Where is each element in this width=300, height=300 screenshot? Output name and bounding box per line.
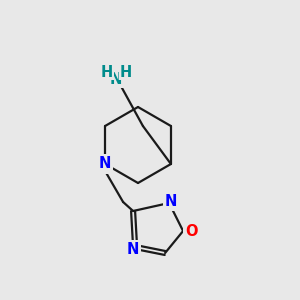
Text: H: H	[101, 64, 113, 80]
Text: N: N	[99, 157, 111, 172]
Text: H: H	[120, 64, 132, 80]
Text: N: N	[110, 71, 122, 86]
Text: N: N	[165, 194, 177, 208]
Text: O: O	[185, 224, 197, 238]
Text: N: N	[127, 242, 139, 257]
